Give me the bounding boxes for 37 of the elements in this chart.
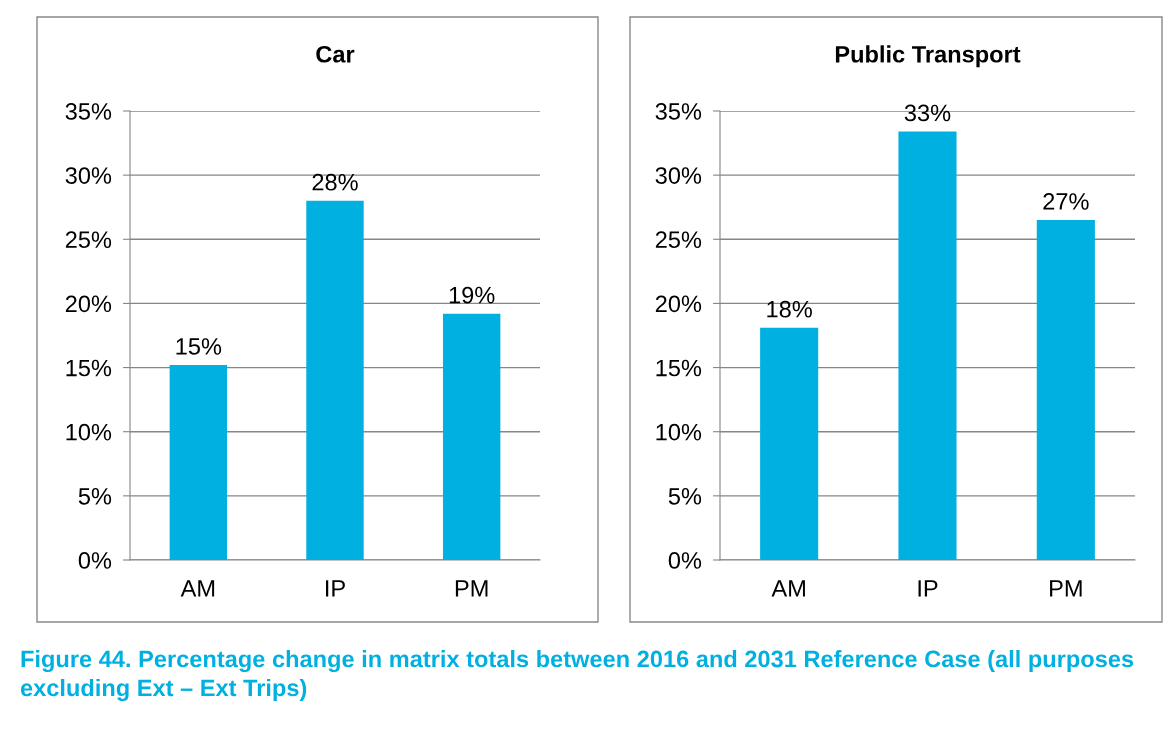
y-tick-label: 30% <box>655 167 702 184</box>
y-tick-label: 15% <box>66 359 112 377</box>
bar <box>442 313 501 560</box>
y-tick-label: 35% <box>655 103 702 120</box>
bar <box>306 200 364 560</box>
data-label: 15% <box>176 338 222 355</box>
y-tick-label: 5% <box>668 488 702 505</box>
x-tick-label: AM <box>180 580 215 597</box>
data-label: 19% <box>449 286 495 304</box>
x-tick-label: PM <box>1050 580 1082 597</box>
y-tick-label: 25% <box>655 231 702 249</box>
y-tick-label: 20% <box>65 295 112 313</box>
y-tick-label: 0% <box>668 552 702 569</box>
bar <box>760 327 819 560</box>
x-tick-label: IP <box>326 580 345 597</box>
data-label: 28% <box>312 173 358 191</box>
caption: Figure 44. Percentage change in matrix totals between 2016 and 2031 Reference Case (all purposes excluding Ext – Ext Trips) <box>20 650 1134 702</box>
bar <box>898 131 957 560</box>
x-tick-label: IP <box>918 580 938 597</box>
bar <box>169 365 228 560</box>
y-tick-label: 30% <box>65 167 112 184</box>
y-tick-label: 5% <box>78 488 112 505</box>
y-tick-label: 35% <box>65 103 112 120</box>
y-tick-label: 10% <box>66 423 112 441</box>
data-label: 33% <box>904 104 951 122</box>
x-tick-label: AM <box>771 580 805 597</box>
data-label: 27% <box>1043 193 1089 210</box>
y-tick-label: 25% <box>65 231 112 249</box>
x-tick-label: PM <box>455 580 488 597</box>
data-label: 18% <box>767 300 812 318</box>
y-tick-label: 20% <box>655 295 702 313</box>
chart-title: Public Transport <box>835 45 1021 68</box>
bar <box>1036 220 1095 560</box>
y-tick-label: 15% <box>656 359 702 377</box>
y-tick-label: 10% <box>656 423 702 441</box>
y-tick-label: 0% <box>78 552 112 569</box>
chart-title: Car <box>316 45 355 63</box>
